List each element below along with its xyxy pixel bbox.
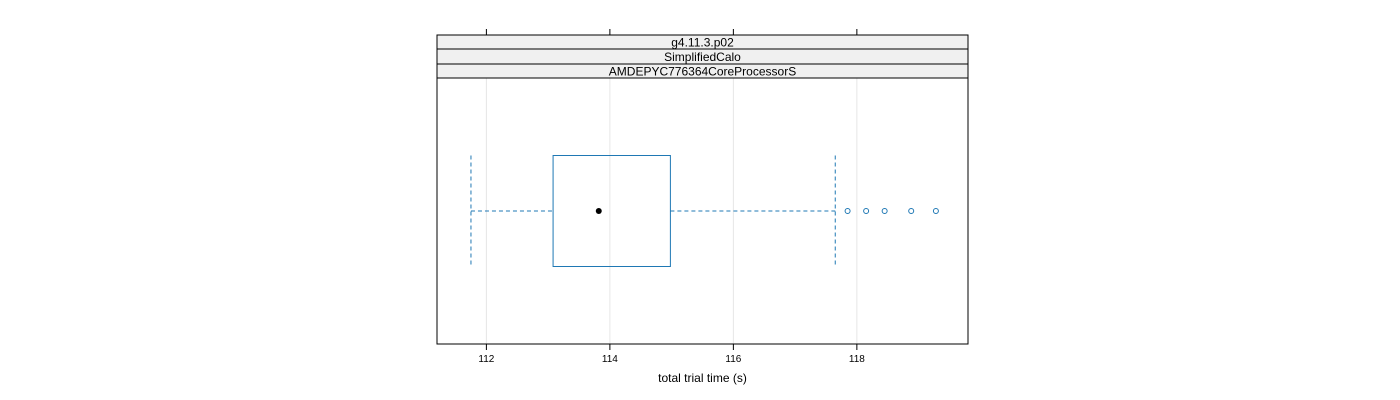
tick-label-114: 114 [602,354,618,365]
outlier-point-4 [908,208,915,214]
iqr-box [552,155,671,267]
strip-label-2: SimplifiedCalo [664,50,741,64]
box-plot [470,155,939,267]
plot-frame [436,77,969,345]
strip-header: g4.11.3.p02 SimplifiedCalo AMDEPYC776364… [436,34,969,79]
outlier-point-5 [932,208,939,214]
outlier-point-3 [881,208,888,214]
median-dot [595,208,602,214]
tick-label-116: 116 [725,354,741,365]
tick-label-112: 112 [478,354,494,365]
tick-label-118: 118 [849,354,865,365]
strip-label-1: g4.11.3.p02 [671,36,734,50]
x-axis-label: total trial time (s) [658,371,747,385]
x-axis: 112 114 116 118 [478,29,865,365]
strip-label-3: AMDEPYC776364CoreProcessorS [609,65,796,79]
outlier-point-2 [863,208,870,214]
outlier-point-1 [844,208,851,214]
